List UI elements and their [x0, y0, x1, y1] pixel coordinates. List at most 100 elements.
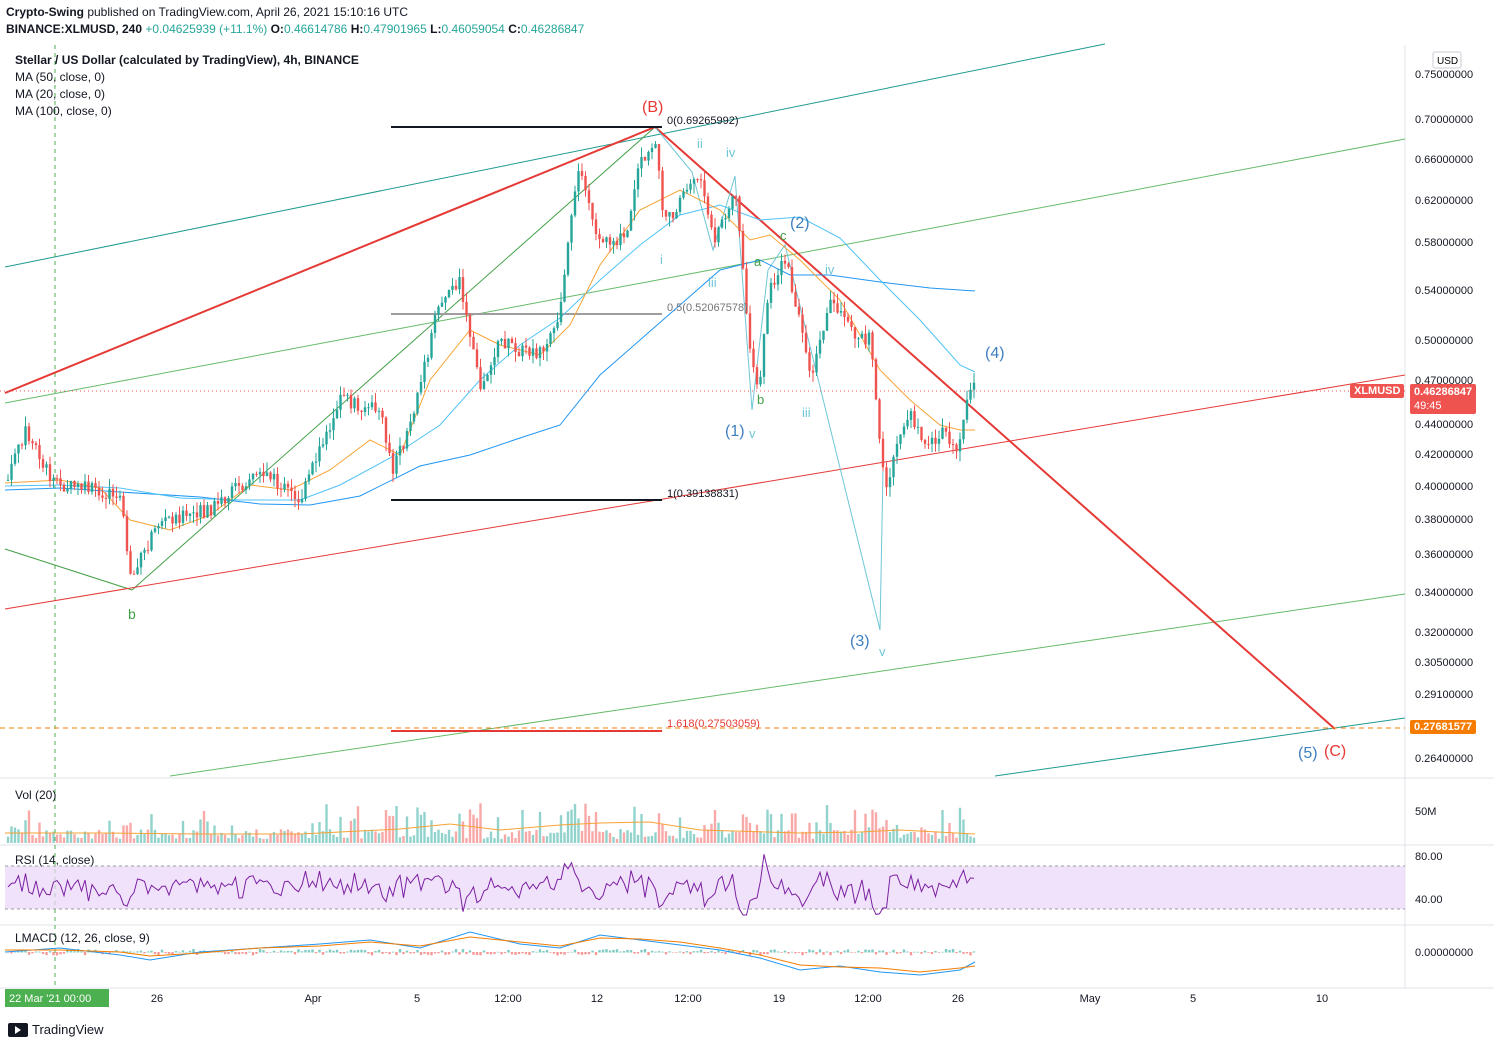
ma50-legend[interactable]: MA (50, close, 0)	[15, 70, 106, 84]
ma100-legend[interactable]: MA (100, close, 0)	[15, 104, 112, 118]
macd-bar	[171, 952, 174, 955]
macd-bar	[227, 952, 230, 955]
macd-bar	[444, 952, 447, 955]
candle-body	[643, 157, 647, 161]
candle-body	[279, 488, 283, 490]
ma20-line	[4, 189, 975, 531]
macd-bar	[923, 950, 927, 953]
volume-bar	[710, 823, 713, 843]
price-tick: 0.36000000	[1415, 549, 1473, 561]
macd-bar	[241, 952, 244, 954]
macd-bar	[650, 950, 654, 953]
candle-body	[517, 352, 521, 357]
macd-bar	[825, 951, 829, 953]
macd-bar	[503, 952, 507, 954]
candle-body	[535, 348, 538, 358]
candle-body	[423, 361, 426, 382]
candle-body	[234, 483, 237, 487]
macd-bar	[38, 951, 41, 953]
fib-1618-label: 1.618(0.27503059)	[667, 718, 760, 730]
candle-body	[129, 551, 132, 574]
author-name[interactable]: Crypto-Swing	[6, 5, 84, 19]
macd-bar	[846, 949, 850, 953]
macd-tick: 0.00000000	[1415, 947, 1473, 959]
macd-bar	[339, 952, 342, 954]
volume-bar	[475, 818, 479, 843]
currency-box[interactable]	[1432, 51, 1462, 69]
macd-bar	[458, 952, 461, 955]
candle-body	[923, 439, 927, 444]
macd-bar	[647, 952, 650, 956]
wave-B-label: (B)	[642, 99, 663, 116]
volume-bar	[80, 837, 83, 843]
tradingview-logo[interactable]: TradingView	[8, 1022, 104, 1037]
macd-bar	[122, 950, 125, 953]
volume-bar	[297, 832, 300, 843]
macd-bar	[776, 951, 780, 953]
red-fall-line	[654, 126, 1336, 730]
candle-body	[199, 505, 202, 518]
macd-bar	[482, 950, 486, 953]
volume-bar	[423, 811, 426, 843]
volume-bar	[605, 830, 608, 843]
candle-body	[916, 426, 920, 428]
candle-body	[815, 353, 818, 373]
wave-iii2-label: iii	[802, 405, 811, 420]
volume-bar	[419, 814, 423, 843]
volume-bar	[563, 832, 566, 843]
candle-body	[195, 512, 199, 518]
macd-bar	[34, 951, 38, 953]
wave-iii-label: iii	[708, 275, 717, 290]
macd-bar	[328, 949, 332, 953]
macd-bar	[472, 952, 475, 955]
candle-body	[69, 480, 73, 489]
volume-bar	[650, 835, 654, 843]
volume-bar	[171, 834, 174, 843]
candle-body	[797, 306, 801, 315]
low-value: 0.46059054	[441, 22, 505, 36]
volume-bar	[13, 827, 17, 843]
candle-body	[118, 495, 122, 498]
volume-bar	[209, 833, 213, 843]
volume-bar	[706, 829, 710, 843]
vol-legend[interactable]: Vol (20)	[15, 788, 57, 802]
macd-bar	[878, 950, 881, 953]
candle-body	[416, 392, 419, 414]
macd-bar	[797, 952, 801, 953]
candle-body	[430, 332, 433, 358]
ma20-legend[interactable]: MA (20, close, 0)	[15, 87, 106, 101]
candle-body	[290, 487, 293, 492]
candle-body	[783, 260, 787, 264]
macd-bar	[55, 952, 59, 956]
macd-bar	[318, 949, 321, 953]
volume-bar	[759, 831, 762, 843]
macd-bar	[188, 950, 192, 953]
rsi-legend[interactable]: RSI (14, close)	[15, 853, 95, 867]
candle-body	[881, 438, 885, 468]
close-label: C:	[508, 22, 521, 36]
macd-bar	[524, 952, 528, 955]
candle-body	[636, 168, 640, 190]
macd-bar	[521, 952, 524, 954]
candle-body	[605, 237, 608, 243]
macd-bar	[657, 951, 661, 953]
candle-body	[972, 382, 976, 390]
time-cursor-box	[5, 989, 109, 1007]
volume-bar	[720, 830, 724, 843]
macd-bar	[556, 952, 559, 956]
macd-bar	[139, 950, 143, 953]
volume-bar	[570, 809, 573, 843]
volume-bar	[384, 809, 388, 843]
lmacd-legend[interactable]: LMACD (12, 26, close, 9)	[15, 931, 150, 945]
price-tick: 0.40000000	[1415, 481, 1473, 493]
candle-body	[752, 348, 755, 368]
volume-bar	[538, 811, 542, 843]
candle-body	[146, 549, 150, 551]
macd-bar	[829, 952, 832, 956]
volume-bar	[678, 817, 682, 843]
macd-bar	[766, 952, 769, 955]
ma50-line	[4, 204, 976, 501]
candle-body	[444, 297, 447, 303]
volume-bar	[608, 833, 612, 843]
